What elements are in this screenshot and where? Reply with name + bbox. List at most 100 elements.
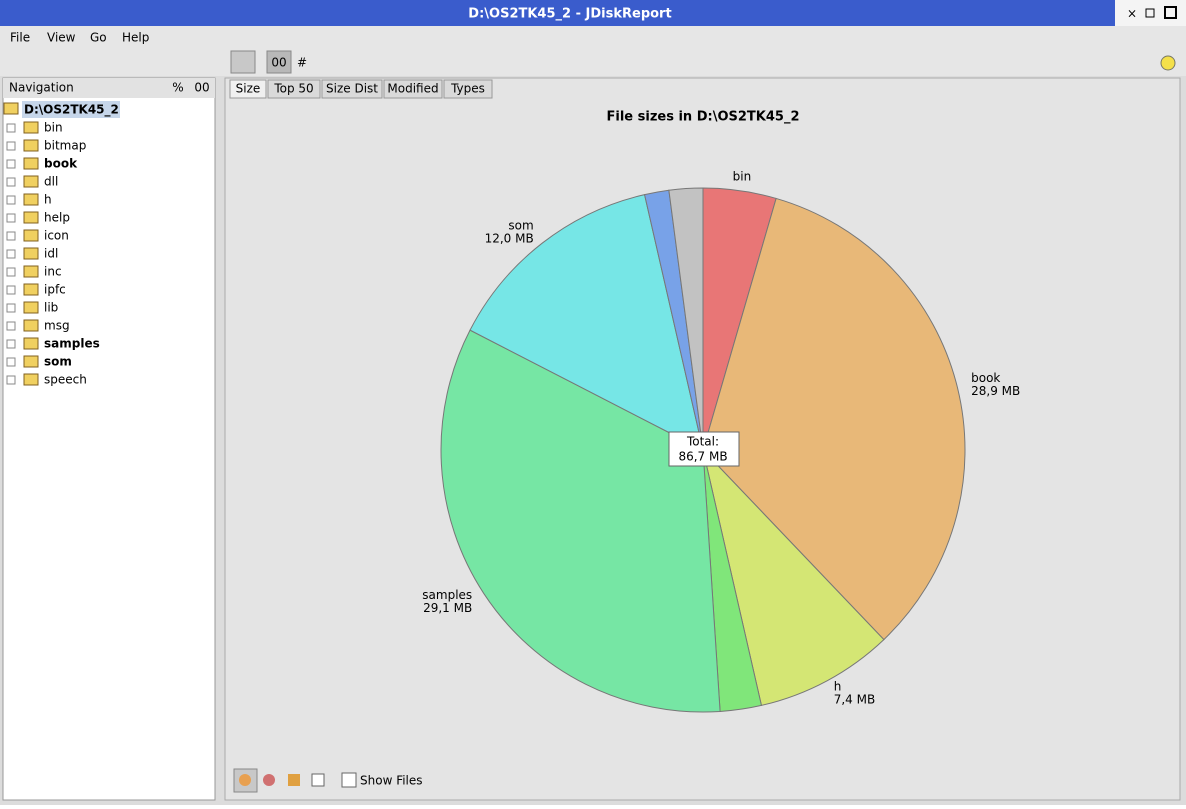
tab-label[interactable]: Size <box>236 82 261 96</box>
tab-label[interactable]: Types <box>450 82 485 96</box>
slice-value-label: 28,9 MB <box>971 384 1020 398</box>
bar-icon[interactable] <box>288 774 300 786</box>
tab[interactable] <box>229 79 267 99</box>
menu-item[interactable]: Help <box>122 31 149 45</box>
folder-icon <box>23 157 39 170</box>
checkbox-label[interactable]: Show Files <box>360 774 423 788</box>
slice-label: som <box>508 219 533 233</box>
folder-icon <box>23 121 39 134</box>
expand-icon[interactable] <box>6 249 16 259</box>
menu-item[interactable]: View <box>47 31 76 45</box>
tree-item[interactable]: h <box>44 193 52 207</box>
folder-icon <box>23 355 39 368</box>
tree-root[interactable]: D:\OS2TK45_2 <box>24 103 119 118</box>
tree-item[interactable]: speech <box>44 373 87 387</box>
ring-icon[interactable] <box>263 774 275 786</box>
slice-value-label: 29,1 MB <box>423 601 472 615</box>
tree-item[interactable]: som <box>44 355 72 369</box>
checkbox[interactable] <box>341 772 357 788</box>
column-header[interactable]: 00 <box>194 81 209 95</box>
pie-slice <box>440 329 721 713</box>
navigation-title: Navigation <box>9 81 74 95</box>
selection <box>22 101 120 118</box>
expand-icon[interactable] <box>6 123 16 133</box>
slice-label: bin <box>733 169 752 183</box>
tree-item[interactable]: msg <box>44 319 70 333</box>
folder-icon <box>23 247 39 260</box>
help-icon[interactable] <box>1160 55 1176 71</box>
tree-item[interactable]: icon <box>44 229 69 243</box>
close-button[interactable]: × <box>1127 7 1137 21</box>
tree-item[interactable]: bin <box>44 121 63 135</box>
expand-icon[interactable] <box>6 267 16 277</box>
expand-icon[interactable] <box>6 339 16 349</box>
tree-item[interactable]: ipfc <box>44 283 66 297</box>
title-bar <box>0 0 1115 26</box>
folder-icon <box>23 211 39 224</box>
tab-label[interactable]: Size Dist <box>326 82 378 96</box>
expand-icon[interactable] <box>6 177 16 187</box>
expand-icon[interactable] <box>6 357 16 367</box>
pie-slice <box>668 187 704 451</box>
window-controls <box>1115 0 1186 26</box>
toolbar-button[interactable] <box>266 50 292 74</box>
tree-item[interactable]: idl <box>44 247 58 261</box>
tab[interactable] <box>383 79 443 99</box>
expand-icon[interactable] <box>6 195 16 205</box>
expand-icon[interactable] <box>6 213 16 223</box>
tab-label[interactable]: Modified <box>387 82 438 96</box>
table-icon[interactable] <box>311 773 325 787</box>
tab[interactable] <box>321 79 383 99</box>
folder-icon <box>23 319 39 332</box>
folder-icon <box>23 301 39 314</box>
folder-icon <box>23 337 39 350</box>
tree-item[interactable]: inc <box>44 265 62 279</box>
column-header[interactable]: % <box>172 81 183 95</box>
tab-label[interactable]: Top 50 <box>273 82 313 96</box>
tree-item[interactable]: bitmap <box>44 139 86 153</box>
restore-button[interactable] <box>1164 6 1177 19</box>
tree-item[interactable]: dll <box>44 175 58 189</box>
tab[interactable] <box>443 79 493 99</box>
expand-icon[interactable] <box>6 303 16 313</box>
expand-icon[interactable] <box>6 321 16 331</box>
expand-icon[interactable] <box>6 159 16 169</box>
tree-item[interactable]: book <box>44 157 78 171</box>
expand-icon[interactable] <box>6 231 16 241</box>
folder-icon <box>3 102 19 115</box>
tab[interactable] <box>267 79 321 99</box>
toolbar-button-label[interactable]: 00 <box>271 56 286 70</box>
tree-item[interactable]: help <box>44 211 70 225</box>
slice-label: h <box>834 680 842 694</box>
total-box <box>668 431 740 467</box>
folder-icon <box>23 265 39 278</box>
total-label: 86,7 MB <box>678 450 727 464</box>
navigation-header <box>3 78 215 98</box>
toolbar-button-label[interactable]: # <box>297 56 307 70</box>
tree-item[interactable]: lib <box>44 301 58 315</box>
menu-item[interactable]: Go <box>90 31 107 45</box>
menu-item[interactable]: File <box>10 31 30 45</box>
maximize-button[interactable] <box>1145 8 1155 18</box>
tree-item[interactable]: samples <box>44 337 100 351</box>
pie-slice <box>702 448 885 707</box>
pie-slice <box>702 197 966 641</box>
chart-title: File sizes in D:\OS2TK45_2 <box>607 110 800 125</box>
expand-icon[interactable] <box>6 141 16 151</box>
slice-label: samples <box>422 588 472 602</box>
expand-icon[interactable] <box>6 375 16 385</box>
window-title: D:\OS2TK45_2 - JDiskReport <box>468 7 671 22</box>
folder-icon <box>23 373 39 386</box>
toolbar <box>0 48 1186 76</box>
pie-slice <box>469 193 704 451</box>
sort-button[interactable] <box>230 50 256 74</box>
slice-value-label: 7,4 MB <box>834 693 875 707</box>
slice-value-label: 12,0 MB <box>485 232 534 246</box>
folder-icon <box>23 283 39 296</box>
total-title: Total: <box>686 435 719 449</box>
expand-icon[interactable] <box>6 285 16 295</box>
folder-icon <box>23 175 39 188</box>
